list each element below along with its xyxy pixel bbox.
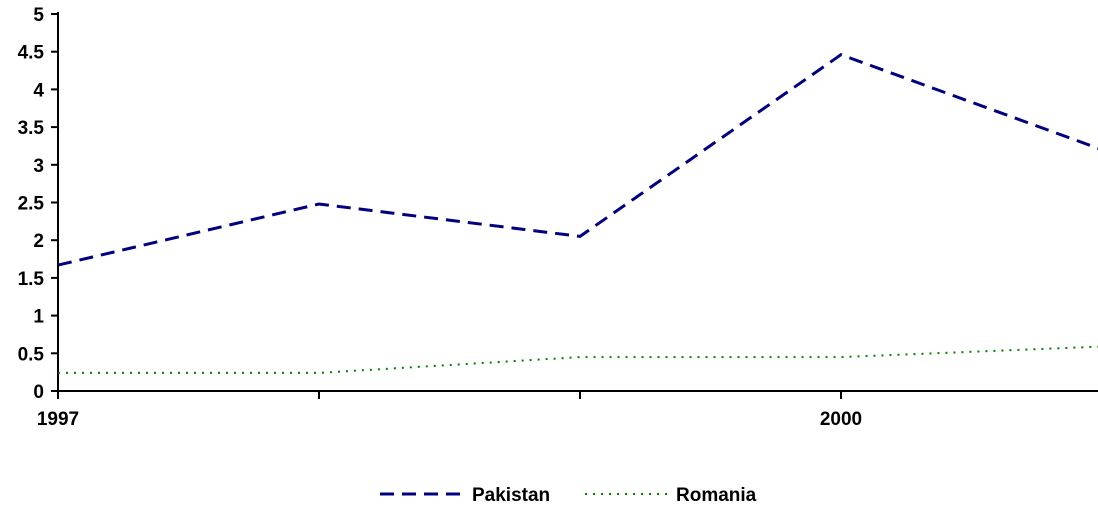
y-tick-label: 5 bbox=[33, 5, 44, 26]
legend-label-romania: Romania bbox=[676, 485, 757, 506]
y-axis-ticks: 0 0.5 1 1.5 2 2.5 3 3.5 4 4.5 5 bbox=[18, 5, 58, 403]
y-tick-label: 0.5 bbox=[18, 344, 45, 365]
x-axis-ticks: 1997 2000 bbox=[37, 391, 862, 430]
y-tick-label: 3 bbox=[33, 156, 44, 177]
y-tick-label: 2 bbox=[33, 231, 44, 252]
series-line-romania bbox=[58, 345, 1098, 374]
x-tick-label: 1997 bbox=[37, 409, 79, 430]
y-tick-label: 4.5 bbox=[18, 43, 45, 64]
series-line-pakistan bbox=[57, 53, 1098, 267]
y-tick-label: 1 bbox=[33, 307, 44, 328]
axes bbox=[57, 12, 1098, 392]
y-tick-label: 1.5 bbox=[18, 269, 45, 290]
y-tick-label: 0 bbox=[33, 382, 44, 403]
y-tick-label: 4 bbox=[33, 80, 44, 101]
series-layer bbox=[57, 53, 1098, 374]
x-tick-label: 2000 bbox=[820, 409, 862, 430]
y-tick-label: 2.5 bbox=[18, 194, 45, 215]
y-tick-label: 3.5 bbox=[18, 118, 45, 139]
legend: Pakistan Romania bbox=[380, 485, 757, 506]
legend-label-pakistan: Pakistan bbox=[472, 485, 550, 506]
